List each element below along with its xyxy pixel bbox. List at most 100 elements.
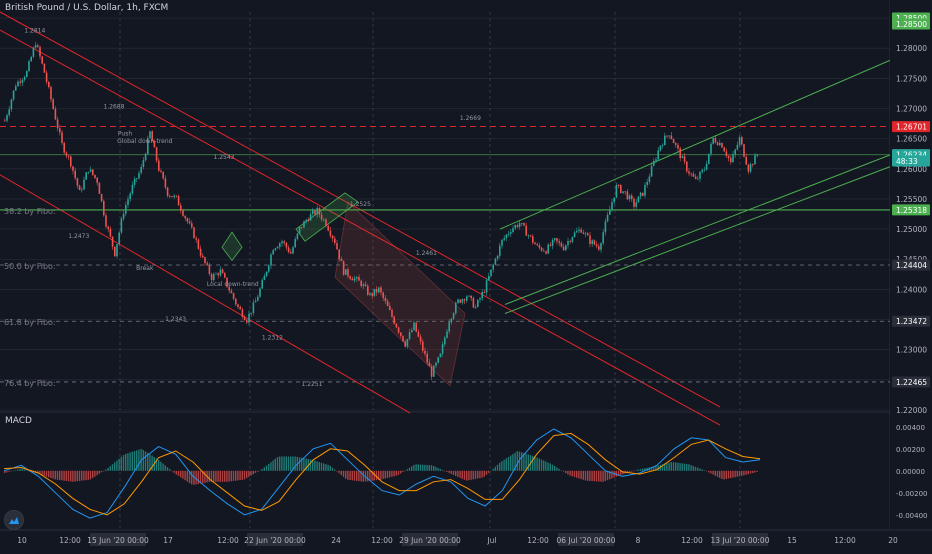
macd-histogram-bar <box>250 470 252 476</box>
candle-body <box>215 273 217 275</box>
price-label-text: 1.22465 <box>896 378 927 387</box>
time-tick: 12:00 <box>371 536 393 545</box>
candle-body <box>708 153 710 164</box>
candle-body <box>457 299 459 304</box>
macd-histogram-bar <box>644 468 646 471</box>
macd-indicator-label[interactable]: MACD <box>5 416 32 426</box>
candle-body <box>714 137 717 143</box>
macd-histogram-bar <box>281 456 283 471</box>
candle-body <box>450 318 453 323</box>
macd-histogram-bar <box>81 470 83 481</box>
candle-body <box>584 233 587 235</box>
macd-histogram-bar <box>65 470 67 481</box>
candle-body <box>428 362 431 367</box>
candle-body <box>298 227 301 234</box>
macd-histogram-bar <box>450 470 452 474</box>
macd-histogram-bar <box>481 470 483 478</box>
macd-histogram-bar <box>549 463 551 471</box>
candle-body <box>664 135 666 146</box>
candle-body <box>606 214 609 222</box>
candle-body <box>292 247 294 254</box>
candle-body <box>197 239 200 249</box>
candle-body <box>699 171 701 179</box>
candle-body <box>243 317 246 321</box>
macd-histogram-bar <box>505 458 507 471</box>
macd-histogram-bar <box>285 456 287 471</box>
macd-histogram-bar <box>743 470 745 476</box>
candle-body <box>587 233 589 236</box>
macd-histogram-bar <box>325 464 327 471</box>
candle-body <box>6 115 8 121</box>
price-annotation: Local down-trend <box>207 281 259 288</box>
macd-histogram-bar <box>371 470 373 481</box>
candle-body <box>263 276 266 281</box>
macd-histogram-bar <box>199 470 202 484</box>
macd-histogram-bar <box>6 470 8 473</box>
candle-body <box>4 120 6 122</box>
candle-body <box>569 241 571 242</box>
price-tick: 1.27500 <box>896 74 927 83</box>
macd-histogram-bar <box>664 463 666 471</box>
candle-body <box>15 86 17 91</box>
candle-body <box>151 131 153 142</box>
tradingview-logo-icon[interactable] <box>4 510 24 530</box>
macd-histogram-bar <box>378 470 380 480</box>
candle-body <box>677 144 679 149</box>
candle-body <box>503 238 505 240</box>
candle-body <box>136 178 138 180</box>
macd-histogram-bar <box>637 469 639 471</box>
candle-body <box>543 250 545 252</box>
candle-body <box>334 238 336 244</box>
price-annotation: 1.2312 <box>262 334 283 341</box>
macd-histogram-bar <box>466 470 468 481</box>
candle-body <box>144 153 147 161</box>
candle-body <box>422 341 424 351</box>
candle-body <box>105 215 107 227</box>
macd-tick: 0.00000 <box>896 468 925 476</box>
candle-body <box>362 284 365 287</box>
candle-body <box>213 274 215 281</box>
candle-body <box>28 61 30 72</box>
candle-body <box>202 255 204 258</box>
candle-body <box>81 189 83 191</box>
time-axis[interactable]: 10 12:00 15 Jun '20 00:00 17 12:00 22 Jun '20… <box>0 529 932 546</box>
candle-body <box>712 137 714 144</box>
macd-histogram-bar <box>351 470 353 481</box>
macd-histogram-bar <box>602 470 604 482</box>
macd-histogram-bar <box>727 470 730 479</box>
macd-histogram-bar <box>195 470 197 485</box>
candle-body <box>149 131 151 139</box>
macd-histogram-bar <box>639 469 642 471</box>
macd-histogram-bar <box>147 452 149 471</box>
candle-body <box>329 230 332 236</box>
price-axis[interactable]: 1.28500 1.28000 1.27500 1.27000 1.26500 1.260… <box>890 0 932 550</box>
macd-histogram-bar <box>175 470 177 475</box>
macd-histogram-bar <box>415 464 417 471</box>
candle-body <box>756 155 758 156</box>
symbol-title[interactable]: British Pound / U.S. Dollar, 1h, FXCM <box>5 3 169 13</box>
candle-body <box>180 205 182 211</box>
macd-histogram-bar <box>259 470 261 471</box>
candle-body <box>219 269 222 276</box>
macd-histogram-bar <box>697 467 699 471</box>
candle-body <box>723 147 725 152</box>
candle-body <box>738 137 741 145</box>
macd-histogram-bar <box>483 470 485 477</box>
macd-histogram-bar <box>633 470 635 472</box>
candle-body <box>624 191 626 193</box>
candle-body <box>127 199 129 205</box>
candle-body <box>171 196 173 198</box>
macd-pane[interactable]: 0.00400 0.00200 0.00000 -0.00200 -0.00400 <box>3 424 927 520</box>
candle-body <box>611 202 613 210</box>
candle-body <box>435 362 437 366</box>
candle-body <box>633 198 635 207</box>
candle-body <box>177 196 180 206</box>
macd-histogram-bar <box>340 470 342 476</box>
macd-histogram-bar <box>694 466 697 471</box>
candle-body <box>186 218 189 222</box>
candle-body <box>538 245 541 248</box>
candle-body <box>347 269 349 277</box>
candle-body <box>560 242 563 247</box>
